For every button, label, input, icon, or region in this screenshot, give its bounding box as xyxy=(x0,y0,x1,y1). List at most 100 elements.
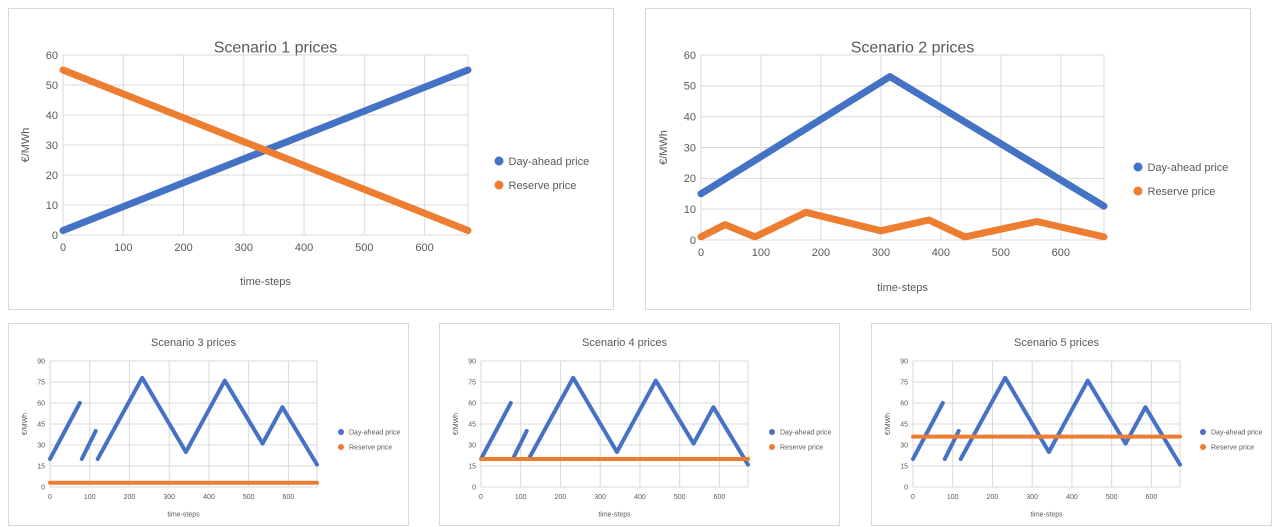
y-tick-label: 75 xyxy=(37,379,45,386)
y-axis-label: €/MWh xyxy=(885,413,892,435)
chart-title: Scenario 4 prices xyxy=(582,337,667,349)
x-tick-label: 0 xyxy=(698,247,704,259)
x-axis-label: time-steps xyxy=(240,276,291,288)
x-tick-label: 100 xyxy=(114,242,132,254)
legend-marker xyxy=(1133,162,1143,172)
x-tick-label: 300 xyxy=(163,494,175,501)
chart-panel-scenario-1: Scenario 1 prices 0 10 20 30 40 50 60 0 100 200 300… xyxy=(8,8,614,310)
series-line xyxy=(697,208,1108,241)
chart-svg-scenario-3: Scenario 3 prices 0 15 30 45 60 75 90 0 100 200 300… xyxy=(22,337,400,519)
legend-marker xyxy=(1133,186,1143,196)
x-tick-label: 600 xyxy=(283,494,295,501)
y-tick-label: 30 xyxy=(468,442,476,449)
y-tick-label: 15 xyxy=(37,463,45,470)
legend-marker xyxy=(769,444,775,450)
y-tick-label: 20 xyxy=(46,170,58,182)
series-line xyxy=(911,401,945,461)
y-tick-label: 60 xyxy=(37,400,45,407)
x-tick-label: 500 xyxy=(992,247,1010,259)
y-tick-label: 45 xyxy=(900,421,908,428)
x-tick-label: 0 xyxy=(911,494,915,501)
x-tick-label: 400 xyxy=(1066,494,1078,501)
y-tick-label: 0 xyxy=(41,484,45,491)
legend-label: Day-ahead price xyxy=(509,156,590,168)
x-axis-label: time-steps xyxy=(1030,511,1063,518)
y-tick-label: 75 xyxy=(468,379,476,386)
y-tick-label: 90 xyxy=(37,358,45,365)
series-line xyxy=(479,401,513,461)
x-tick-label: 0 xyxy=(60,242,66,254)
x-tick-label: 100 xyxy=(515,494,527,501)
x-tick-label: 300 xyxy=(594,494,606,501)
y-tick-label: 10 xyxy=(684,204,696,216)
x-tick-label: 0 xyxy=(48,494,52,501)
y-tick-label: 40 xyxy=(684,112,696,124)
series-line xyxy=(79,429,98,461)
x-tick-label: 400 xyxy=(932,247,950,259)
x-tick-label: 500 xyxy=(674,494,686,501)
legend-marker xyxy=(494,180,504,190)
y-tick-label: 50 xyxy=(46,80,58,92)
x-tick-label: 600 xyxy=(1052,247,1070,259)
x-tick-label: 300 xyxy=(872,247,890,259)
legend-marker xyxy=(769,429,775,435)
y-tick-label: 45 xyxy=(468,421,476,428)
chart-panel-scenario-2: Scenario 2 prices 0 10 20 30 40 50 60 0 100 200 300… xyxy=(645,8,1251,310)
x-tick-label: 200 xyxy=(555,494,567,501)
x-tick-label: 500 xyxy=(243,494,255,501)
y-tick-label: 30 xyxy=(37,442,45,449)
y-axis-label: €/MWh xyxy=(658,130,670,165)
x-tick-label: 600 xyxy=(1146,494,1158,501)
x-tick-label: 100 xyxy=(84,494,96,501)
chart-svg-scenario-5: Scenario 5 prices 0 15 30 45 60 75 90 0 100 200 300… xyxy=(885,337,1262,519)
y-tick-label: 0 xyxy=(52,230,58,242)
x-axis-label: time-steps xyxy=(877,282,928,294)
legend-label: Reserve price xyxy=(1211,444,1254,451)
chart-panel-scenario-4: Scenario 4 prices 0 15 30 45 60 75 90 0 100 200 300… xyxy=(439,323,840,526)
y-axis-label: €/MWh xyxy=(20,128,32,163)
legend-marker xyxy=(338,429,344,435)
y-tick-label: 60 xyxy=(900,400,908,407)
legend-label: Reserve price xyxy=(509,180,577,192)
series-line xyxy=(48,401,82,461)
legend-label: Day-ahead price xyxy=(1211,429,1262,436)
chart-svg-scenario-4: Scenario 4 prices 0 15 30 45 60 75 90 0 100 200 300… xyxy=(453,337,831,519)
legend-marker xyxy=(1200,429,1206,435)
chart-title: Scenario 1 prices xyxy=(214,40,338,57)
legend-label: Reserve price xyxy=(1148,186,1216,198)
y-tick-label: 60 xyxy=(468,400,476,407)
y-axis-label: €/MWh xyxy=(22,413,29,435)
y-tick-label: 30 xyxy=(684,142,696,154)
y-tick-label: 60 xyxy=(46,50,58,62)
x-tick-label: 400 xyxy=(203,494,215,501)
x-tick-label: 300 xyxy=(1026,494,1038,501)
x-tick-label: 500 xyxy=(355,242,373,254)
legend-marker xyxy=(494,156,504,166)
chart-title: Scenario 5 prices xyxy=(1014,337,1099,349)
x-tick-label: 400 xyxy=(295,242,313,254)
y-tick-label: 0 xyxy=(904,484,908,491)
y-tick-label: 40 xyxy=(46,110,58,122)
y-tick-label: 90 xyxy=(900,358,908,365)
y-tick-label: 90 xyxy=(468,358,476,365)
y-tick-label: 15 xyxy=(900,463,908,470)
legend-label: Reserve price xyxy=(780,444,823,451)
y-tick-label: 30 xyxy=(46,140,58,152)
y-tick-label: 60 xyxy=(684,50,696,62)
series-line xyxy=(510,429,529,461)
y-tick-label: 20 xyxy=(684,173,696,185)
chart-title: Scenario 3 prices xyxy=(151,337,236,349)
series-line xyxy=(95,375,319,467)
series-line xyxy=(59,66,472,234)
chart-title: Scenario 2 prices xyxy=(851,40,975,57)
x-tick-label: 100 xyxy=(752,247,770,259)
y-tick-label: 50 xyxy=(684,81,696,93)
y-tick-label: 45 xyxy=(37,421,45,428)
x-axis-label: time-steps xyxy=(167,511,200,518)
x-tick-label: 200 xyxy=(124,494,136,501)
legend-marker xyxy=(1200,444,1206,450)
legend-label: Day-ahead price xyxy=(349,429,400,436)
legend-label: Reserve price xyxy=(349,444,392,451)
